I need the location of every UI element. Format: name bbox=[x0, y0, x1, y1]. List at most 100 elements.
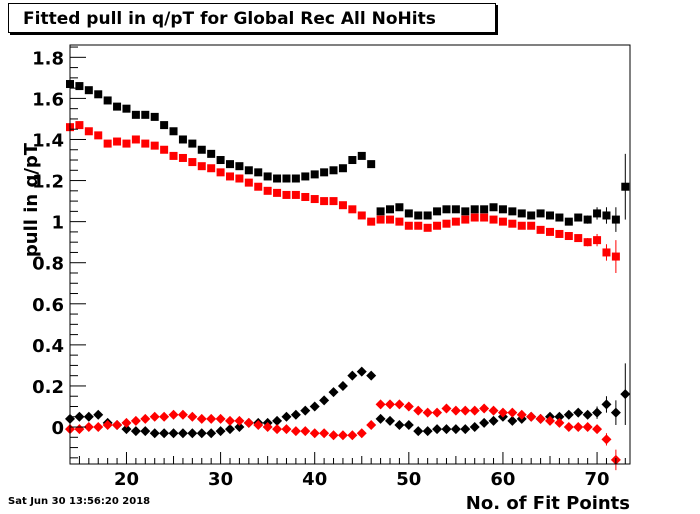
diamond-marker bbox=[83, 422, 94, 433]
square-marker bbox=[160, 145, 169, 154]
diamond-marker bbox=[403, 401, 414, 412]
square-marker bbox=[414, 211, 423, 220]
diamond-marker bbox=[413, 405, 424, 416]
x-tick-label: 60 bbox=[490, 469, 515, 490]
square-marker bbox=[235, 162, 244, 171]
diamond-marker bbox=[554, 411, 565, 422]
diamond-marker bbox=[413, 426, 424, 437]
diamond-marker bbox=[215, 426, 226, 437]
square-marker bbox=[103, 139, 112, 148]
diamond-marker bbox=[366, 370, 377, 381]
square-marker bbox=[517, 209, 526, 218]
square-marker bbox=[178, 135, 187, 144]
diamond-marker bbox=[432, 407, 443, 418]
diamond-marker bbox=[582, 422, 593, 433]
diamond-marker bbox=[149, 411, 160, 422]
square-marker bbox=[489, 215, 498, 224]
square-marker bbox=[546, 211, 554, 220]
square-marker bbox=[451, 217, 460, 226]
diamond-marker bbox=[337, 430, 348, 441]
square-marker bbox=[414, 221, 423, 230]
diamond-marker bbox=[262, 422, 273, 433]
square-marker bbox=[376, 207, 385, 216]
diamond-marker bbox=[168, 428, 179, 439]
square-marker bbox=[508, 219, 517, 228]
y-tick-label: 0.2 bbox=[32, 377, 64, 398]
diamond-marker bbox=[479, 417, 490, 428]
axes bbox=[69, 44, 631, 465]
square-marker bbox=[141, 139, 150, 148]
diamond-marker bbox=[385, 399, 395, 410]
square-marker bbox=[498, 217, 507, 226]
diamond-marker bbox=[177, 428, 188, 439]
square-marker bbox=[301, 172, 310, 181]
square-marker bbox=[150, 141, 159, 150]
square-marker bbox=[338, 164, 347, 173]
diamond-marker bbox=[319, 395, 330, 406]
diamond-marker bbox=[130, 426, 141, 437]
square-marker bbox=[348, 156, 357, 165]
square-marker bbox=[216, 168, 225, 177]
diamond-marker bbox=[140, 426, 151, 437]
diamond-marker bbox=[159, 428, 170, 439]
square-marker bbox=[461, 207, 470, 216]
diamond-marker bbox=[93, 409, 104, 420]
square-marker bbox=[263, 172, 272, 181]
square-marker bbox=[169, 127, 178, 136]
square-marker bbox=[244, 178, 253, 187]
diamond-marker bbox=[535, 413, 546, 424]
y-tick-label: 0.4 bbox=[32, 336, 64, 357]
diamond-marker bbox=[507, 407, 518, 418]
square-marker bbox=[94, 131, 103, 140]
square-marker bbox=[470, 205, 479, 214]
square-marker bbox=[357, 151, 366, 160]
square-marker bbox=[367, 160, 376, 169]
diamond-marker bbox=[460, 405, 471, 416]
square-marker bbox=[122, 139, 131, 148]
square-marker bbox=[546, 227, 554, 236]
diamond-marker bbox=[601, 434, 612, 445]
diamond-marker bbox=[243, 417, 254, 428]
square-marker bbox=[433, 207, 442, 216]
square-marker bbox=[367, 217, 376, 226]
square-marker bbox=[84, 127, 93, 136]
diamond-marker bbox=[93, 422, 104, 433]
diamond-marker bbox=[366, 419, 377, 430]
square-marker bbox=[75, 82, 84, 91]
square-marker bbox=[254, 182, 263, 191]
square-marker bbox=[320, 168, 329, 177]
diamond-marker bbox=[102, 419, 113, 430]
square-marker bbox=[602, 211, 611, 220]
diamond-marker bbox=[168, 409, 179, 420]
square-marker bbox=[611, 215, 620, 224]
y-tick-label: 0 bbox=[51, 418, 64, 439]
diamond-marker bbox=[469, 405, 480, 416]
square-marker bbox=[150, 112, 159, 121]
square-marker bbox=[480, 213, 489, 222]
diamond-marker bbox=[83, 411, 94, 422]
diamond-marker bbox=[328, 430, 339, 441]
diamond-marker bbox=[177, 409, 188, 420]
diamond-marker bbox=[573, 422, 584, 433]
diamond-marker bbox=[140, 413, 151, 424]
square-marker bbox=[376, 215, 385, 224]
diamond-marker bbox=[112, 419, 123, 430]
diamond-marker bbox=[328, 387, 339, 398]
square-marker bbox=[338, 201, 347, 210]
diamond-marker bbox=[375, 413, 386, 424]
diamond-marker bbox=[441, 424, 452, 435]
y-tick-label: 0.8 bbox=[32, 254, 64, 275]
diamond-marker bbox=[337, 380, 348, 391]
diamond-marker bbox=[309, 401, 320, 412]
diamond-marker bbox=[347, 430, 358, 441]
diamond-marker bbox=[563, 422, 574, 433]
y-tick-label: 1.2 bbox=[32, 172, 64, 193]
square-marker bbox=[602, 248, 611, 257]
square-marker bbox=[621, 182, 630, 191]
square-marker bbox=[611, 252, 620, 261]
diamond-marker bbox=[582, 409, 593, 420]
diamond-marker bbox=[432, 424, 443, 435]
x-tick-label: 70 bbox=[585, 469, 610, 490]
diamond-marker bbox=[375, 399, 386, 410]
